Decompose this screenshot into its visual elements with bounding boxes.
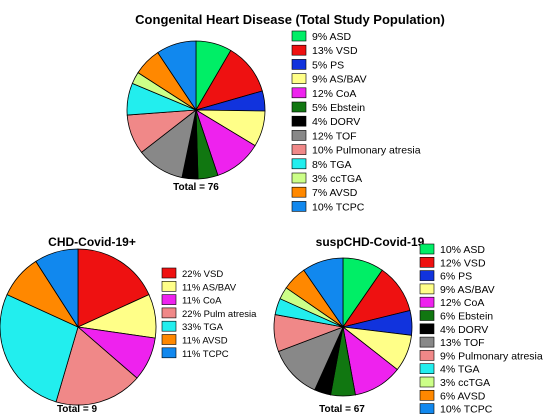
chart-title: CHD-Covid-19+ [48, 235, 136, 249]
legend-label: 12% CoA [312, 88, 356, 100]
legend-swatch [419, 376, 435, 388]
legend-label: 9% ASD [312, 31, 352, 43]
legend-swatch [419, 270, 435, 281]
legend-swatch [291, 30, 307, 42]
legend-label: 7% AVSD [312, 187, 358, 199]
legend-label: 11% AVSD [182, 336, 228, 347]
legend-label: 4% DORV [440, 324, 488, 336]
legend: 9% ASD 13% VSD 5% PS 9% AS/BAV 12% CoA 5% Ebs… [291, 30, 421, 213]
pie-slice [0, 294, 79, 403]
pie-slice [77, 248, 150, 328]
legend-swatch [419, 323, 435, 335]
legend: 22% VSD 11% AS/BAV 11% CoA 22% Pulm atresia… [161, 267, 257, 360]
legend-label: 10% TCPC [440, 404, 493, 416]
legend-swatch [419, 350, 435, 361]
legend-label: 12% VSD [440, 257, 486, 269]
legend-swatch [291, 115, 307, 127]
legend-swatch [291, 201, 307, 212]
pie-slices [126, 40, 266, 180]
legend-label: 22% Pulm atresia [182, 309, 257, 320]
legend-label: 12% TOF [312, 130, 357, 142]
legend-swatch [161, 294, 177, 305]
legend-label: 9% Pulmonary atresia [440, 350, 543, 362]
legend-swatch [291, 59, 307, 70]
pie-slice [303, 257, 344, 329]
legend-label: 9% AS/BAV [440, 284, 495, 296]
legend-label: 33% TGA [182, 322, 224, 333]
total-label: Total = 67 [319, 404, 365, 415]
legend-label: 5% PS [312, 59, 344, 71]
legend-label: 11% AS/BAV [182, 282, 237, 293]
legend-swatch [419, 363, 435, 375]
legend-swatch [291, 144, 307, 155]
legend-swatch [419, 296, 435, 308]
legend-label: 11% CoA [182, 296, 222, 307]
legend-label: 22% VSD [182, 269, 223, 280]
legend-label: 4% DORV [312, 116, 360, 128]
legend-label: 12% CoA [440, 297, 484, 309]
legend-swatch [291, 87, 307, 99]
legend-label: 3% ccTGA [440, 377, 490, 389]
pie-slice [157, 40, 197, 112]
legend-swatch [161, 307, 177, 319]
legend-swatch [291, 172, 307, 184]
pie-slices [273, 257, 413, 397]
legend-label: 6% PS [440, 271, 472, 283]
legend-label: 10% Pulmonary atresia [312, 145, 421, 157]
legend-label: 13% VSD [312, 45, 358, 57]
pie-slices [0, 248, 157, 406]
legend-swatch [419, 310, 435, 321]
legend-swatch [161, 334, 177, 345]
legend-swatch [161, 267, 177, 279]
legend-label: 3% ccTGA [312, 173, 362, 185]
pie-slice [35, 248, 79, 329]
pie-chart-total: Congenital Heart Disease (Total Study Po… [126, 12, 445, 213]
legend-label: 4% TGA [440, 364, 480, 376]
legend-label: 10% ASD [440, 244, 485, 256]
legend-swatch [419, 283, 435, 295]
legend-swatch [291, 186, 307, 198]
chart-title: Congenital Heart Disease (Total Study Po… [135, 12, 445, 27]
legend-swatch [419, 389, 435, 401]
legend-swatch [161, 347, 177, 359]
legend-label: 5% Ebstein [312, 102, 365, 114]
pie-slice [55, 326, 138, 406]
legend-label: 11% TCPC [182, 349, 229, 360]
legend-label: 13% TOF [440, 337, 485, 349]
legend-swatch [419, 243, 435, 255]
legend-swatch [419, 403, 435, 414]
total-label: Total = 9 [57, 404, 98, 415]
legend-label: 9% AS/BAV [312, 74, 367, 86]
total-label: Total = 76 [173, 182, 219, 193]
legend-swatch [161, 280, 177, 292]
legend-swatch [419, 336, 435, 348]
chart-title: suspCHD-Covid-19 [316, 235, 425, 249]
legend-swatch [291, 130, 307, 141]
legend-swatch [291, 73, 307, 84]
legend-swatch [161, 320, 177, 332]
legend-swatch [291, 158, 307, 170]
legend-swatch [291, 101, 307, 113]
legend-swatch [419, 256, 435, 268]
legend-swatch [291, 44, 307, 56]
legend-label: 6% Ebstein [440, 311, 493, 323]
legend-label: 10% TCPC [312, 201, 365, 213]
legend-label: 6% AVSD [440, 390, 486, 402]
legend-label: 8% TGA [312, 159, 352, 171]
